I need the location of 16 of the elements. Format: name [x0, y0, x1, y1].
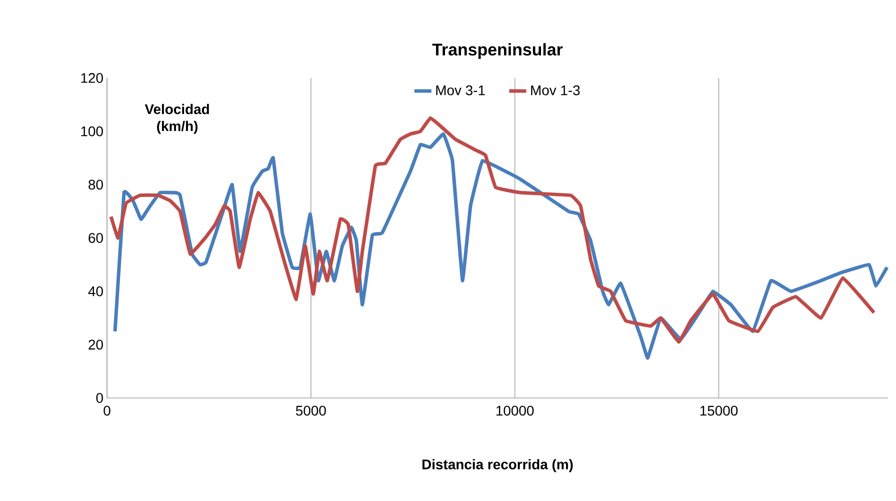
y-tick-label: 20 [88, 340, 103, 350]
y-tick-label: 40 [88, 286, 103, 296]
legend-label: Mov 3-1 [436, 85, 485, 96]
y-tick-label: 80 [88, 180, 103, 190]
x-tick-label: 15000 [700, 406, 738, 416]
y-tick-label: 60 [88, 233, 103, 243]
x-axis-title: Distancia recorrida (m) [422, 459, 573, 472]
x-tick-label: 0 [104, 406, 110, 416]
chart-title: Transpeninsular [432, 43, 563, 59]
x-tick-label: 10000 [496, 406, 534, 416]
y-tick-label: 100 [81, 126, 103, 136]
y-tick-label: 0 [96, 393, 103, 403]
legend-label: Mov 1-3 [531, 85, 580, 96]
x-tick-label: 5000 [296, 406, 326, 416]
y-tick-label: 120 [81, 73, 103, 83]
y-axis-title: Velocidad (km/h) [144, 104, 209, 134]
